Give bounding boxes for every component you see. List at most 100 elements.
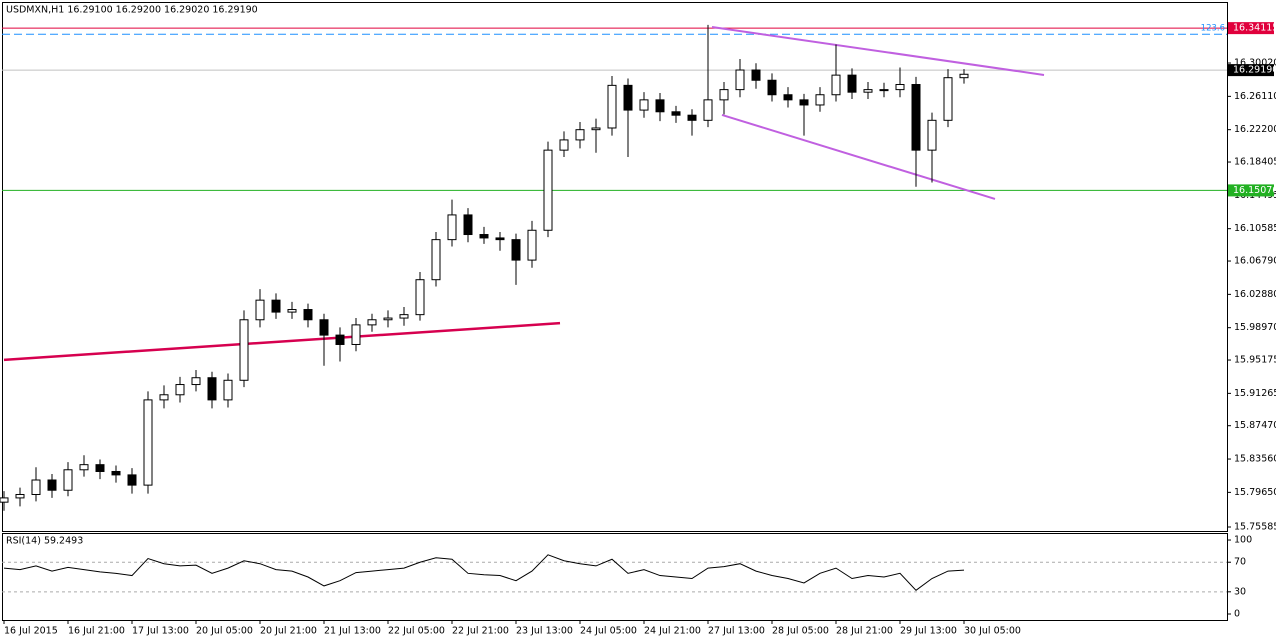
candle-body [367, 319, 377, 326]
candle-body [303, 309, 313, 321]
candle-body [959, 73, 969, 79]
x-tick-label: 17 Jul 13:00 [132, 626, 189, 637]
rsi-line [3, 554, 965, 592]
level-label: 16.34115 [1233, 23, 1276, 34]
candle-body [239, 319, 249, 381]
x-tick-label: 16 Jul 2015 [4, 626, 58, 637]
candle-body [863, 89, 873, 93]
candle-body [495, 237, 505, 241]
rsi-tick-label: 70 [1234, 557, 1246, 568]
y-tick-label: 15.75585 [1234, 522, 1276, 533]
level-box [1228, 184, 1274, 197]
candle-body [831, 74, 841, 96]
candle-body [911, 84, 921, 151]
candle-body [271, 299, 281, 313]
x-tick-label: 22 Jul 05:00 [388, 626, 445, 637]
candle-body [415, 279, 425, 316]
candle-body [655, 99, 665, 113]
y-tick-label: 15.79650 [1234, 487, 1276, 498]
chart-title: USDMXN,H1 16.29100 16.29200 16.29020 16.… [6, 5, 258, 16]
candle-body [207, 377, 217, 401]
candle-body [511, 239, 521, 261]
candle-body [735, 69, 745, 91]
candle-body [31, 479, 41, 495]
candle-body [383, 317, 393, 321]
y-tick-label: 16.02880 [1234, 289, 1276, 300]
candle-body [47, 479, 57, 491]
candle-body [751, 69, 761, 81]
candle-body [287, 309, 297, 313]
candle-body [575, 129, 585, 141]
trend-line [711, 25, 1045, 76]
rsi-title: RSI(14) 59.2493 [6, 536, 83, 547]
candle-body [927, 119, 937, 151]
rsi-tick-label: 0 [1234, 609, 1240, 620]
candle-body [159, 394, 169, 401]
y-tick-label: 15.83560 [1234, 454, 1276, 465]
level-label: 123.6 [1201, 24, 1225, 34]
y-tick-label: 15.98970 [1234, 322, 1276, 333]
candle-body [95, 464, 105, 472]
trend-line [721, 113, 996, 200]
x-tick-label: 27 Jul 13:00 [708, 626, 765, 637]
candle-body [847, 74, 857, 93]
candle-body [559, 139, 569, 151]
y-tick-label: 15.87470 [1234, 420, 1276, 431]
candle-body [63, 469, 73, 491]
candle-body [143, 399, 153, 486]
y-tick-label: 16.06790 [1234, 256, 1276, 267]
candle-body [111, 470, 121, 476]
candle-body [527, 229, 537, 261]
level-label: 16.29190 [1233, 65, 1276, 76]
y-tick-label: 15.95175 [1234, 355, 1276, 366]
x-tick-label: 16 Jul 21:00 [68, 626, 125, 637]
candle-body [687, 114, 697, 121]
candle-body [175, 384, 185, 396]
candle-body [335, 334, 345, 345]
candle-body [319, 319, 329, 336]
candle-body [671, 111, 681, 116]
x-tick-label: 23 Jul 13:00 [516, 626, 573, 637]
candle-body [943, 77, 953, 121]
candle-body [431, 239, 441, 281]
candle-body [79, 464, 89, 471]
candle-body [799, 99, 809, 106]
candle-body [591, 127, 601, 131]
rsi-tick-label: 100 [1234, 535, 1252, 546]
candle-body [479, 234, 489, 239]
x-tick-label: 28 Jul 21:00 [836, 626, 893, 637]
candle-body [719, 89, 729, 101]
candle-body [191, 377, 201, 386]
candle-body [879, 89, 889, 92]
candle-body [127, 474, 137, 486]
y-tick-label: 16.30020 [1234, 58, 1276, 69]
price-panel [2, 2, 1228, 532]
candle-body [703, 99, 713, 121]
candle-body [783, 94, 793, 101]
level-box [1228, 64, 1274, 77]
x-tick-label: 28 Jul 05:00 [772, 626, 829, 637]
candle-body [255, 299, 265, 321]
y-tick-label: 16.26110 [1234, 91, 1276, 102]
candle-body [623, 84, 633, 111]
candle-body [895, 84, 905, 91]
x-tick-label: 22 Jul 21:00 [452, 626, 509, 637]
y-tick-label: 16.22200 [1234, 124, 1276, 135]
x-tick-label: 20 Jul 21:00 [260, 626, 317, 637]
candle-body [607, 84, 617, 129]
level-box [1228, 22, 1274, 35]
candle-body [543, 149, 553, 231]
candle-body [767, 79, 777, 96]
candle-body [815, 94, 825, 106]
y-tick-label: 15.91265 [1234, 388, 1276, 399]
rsi-tick-label: 30 [1234, 586, 1246, 597]
candle-body [399, 314, 409, 319]
candle-body [223, 379, 233, 401]
candle-body [351, 324, 361, 345]
x-tick-label: 30 Jul 05:00 [964, 626, 1021, 637]
candle-body [447, 214, 457, 241]
candle-body [639, 99, 649, 111]
x-tick-label: 29 Jul 13:00 [900, 626, 957, 637]
candle-body [463, 214, 473, 236]
